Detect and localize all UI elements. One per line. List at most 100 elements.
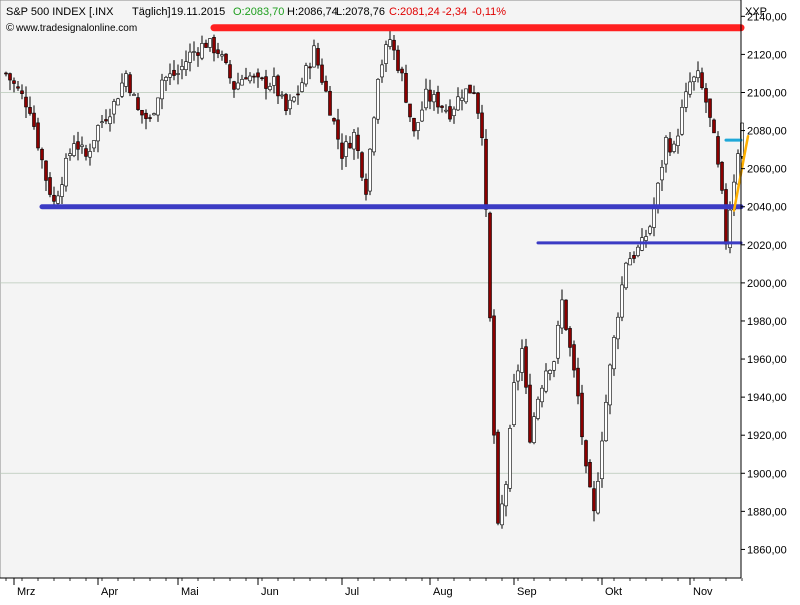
candle-body xyxy=(308,66,312,69)
header-high: H:2086,74 xyxy=(287,6,338,18)
candle-body xyxy=(220,54,224,57)
price-tick-label: 2120,00 xyxy=(747,49,787,61)
candle xyxy=(520,339,524,382)
month-label: Jun xyxy=(261,586,279,598)
time-axis: Mrz Apr Mai Jun Jul Aug Sep Okt Nov xyxy=(0,577,743,598)
candle-body xyxy=(424,88,428,109)
candle-body xyxy=(540,387,544,403)
candle-body xyxy=(608,364,612,406)
month-label: Jul xyxy=(345,586,359,598)
corner-label: XXP xyxy=(745,6,767,18)
candle xyxy=(160,73,164,110)
candle xyxy=(700,67,704,90)
candle-body xyxy=(484,138,488,210)
header-change: -2,34 xyxy=(442,6,467,18)
candle-body xyxy=(444,109,448,112)
month-label: Nov xyxy=(693,586,713,598)
candle-body xyxy=(276,75,280,97)
candle-body xyxy=(580,392,584,438)
candle xyxy=(224,53,228,65)
candle-body xyxy=(232,81,236,90)
candle xyxy=(196,47,200,67)
candle xyxy=(352,128,356,160)
candle xyxy=(380,59,384,83)
candle xyxy=(132,92,136,96)
candle-body xyxy=(544,370,548,392)
month-label: Apr xyxy=(101,586,118,598)
candle-body xyxy=(20,90,24,94)
candle-body xyxy=(188,51,192,63)
month-label: Sep xyxy=(517,586,537,598)
candle-body xyxy=(696,70,700,79)
candle xyxy=(376,78,380,124)
candle xyxy=(316,42,320,69)
candle-body xyxy=(56,195,60,204)
candle-body xyxy=(528,384,532,443)
candle xyxy=(64,153,68,192)
candle xyxy=(620,276,624,322)
candle xyxy=(356,127,360,159)
candle xyxy=(340,133,344,170)
candle-body xyxy=(248,75,252,82)
candle-body xyxy=(712,119,716,134)
candle xyxy=(624,261,628,290)
candle-body xyxy=(176,73,180,75)
candle-body xyxy=(708,98,712,118)
candle-body xyxy=(228,64,232,79)
candle-body xyxy=(476,92,480,114)
candle-body xyxy=(472,92,476,94)
candle-body xyxy=(352,132,356,150)
candle-body xyxy=(616,316,620,340)
price-tick-label: 2080,00 xyxy=(747,126,787,138)
candle xyxy=(576,357,580,405)
candle-body xyxy=(624,262,628,289)
candle xyxy=(188,43,192,72)
candle-body xyxy=(160,79,164,100)
candle-body xyxy=(400,68,404,74)
candle-body xyxy=(468,84,472,94)
candle xyxy=(112,98,116,124)
candle-body xyxy=(548,370,552,374)
candle-body xyxy=(700,72,704,89)
candle xyxy=(72,135,76,158)
candle-body xyxy=(480,112,484,139)
candle-body xyxy=(668,138,672,153)
candle-body xyxy=(52,194,56,202)
candle-body xyxy=(728,209,732,248)
price-tick-label: 1880,00 xyxy=(747,506,787,518)
candle xyxy=(384,40,388,73)
candle-body xyxy=(296,93,300,96)
candle xyxy=(88,143,92,166)
candle xyxy=(460,89,464,111)
candle xyxy=(32,105,36,130)
candle xyxy=(248,72,252,84)
candle xyxy=(724,183,728,250)
candle xyxy=(720,161,724,194)
candle-body xyxy=(260,77,264,80)
candle xyxy=(140,109,144,124)
candle-body xyxy=(372,117,376,153)
candle xyxy=(212,34,216,62)
candle xyxy=(484,129,488,218)
candle-body xyxy=(12,80,16,84)
candle xyxy=(448,99,452,122)
candle-body xyxy=(692,76,696,82)
candle xyxy=(80,136,84,154)
candle-body xyxy=(184,61,188,70)
candle xyxy=(108,108,112,132)
candle xyxy=(268,82,272,92)
candle xyxy=(536,396,540,421)
candle-body xyxy=(332,118,336,122)
candle-body xyxy=(328,90,332,116)
candle xyxy=(672,140,676,154)
candle xyxy=(508,424,512,492)
candle-body xyxy=(168,73,172,78)
candle-body xyxy=(628,258,632,266)
candle-body xyxy=(96,125,100,142)
candle xyxy=(648,224,652,236)
candle xyxy=(684,82,688,113)
candle-body xyxy=(564,299,568,330)
candle xyxy=(432,90,436,111)
candle xyxy=(12,77,16,93)
